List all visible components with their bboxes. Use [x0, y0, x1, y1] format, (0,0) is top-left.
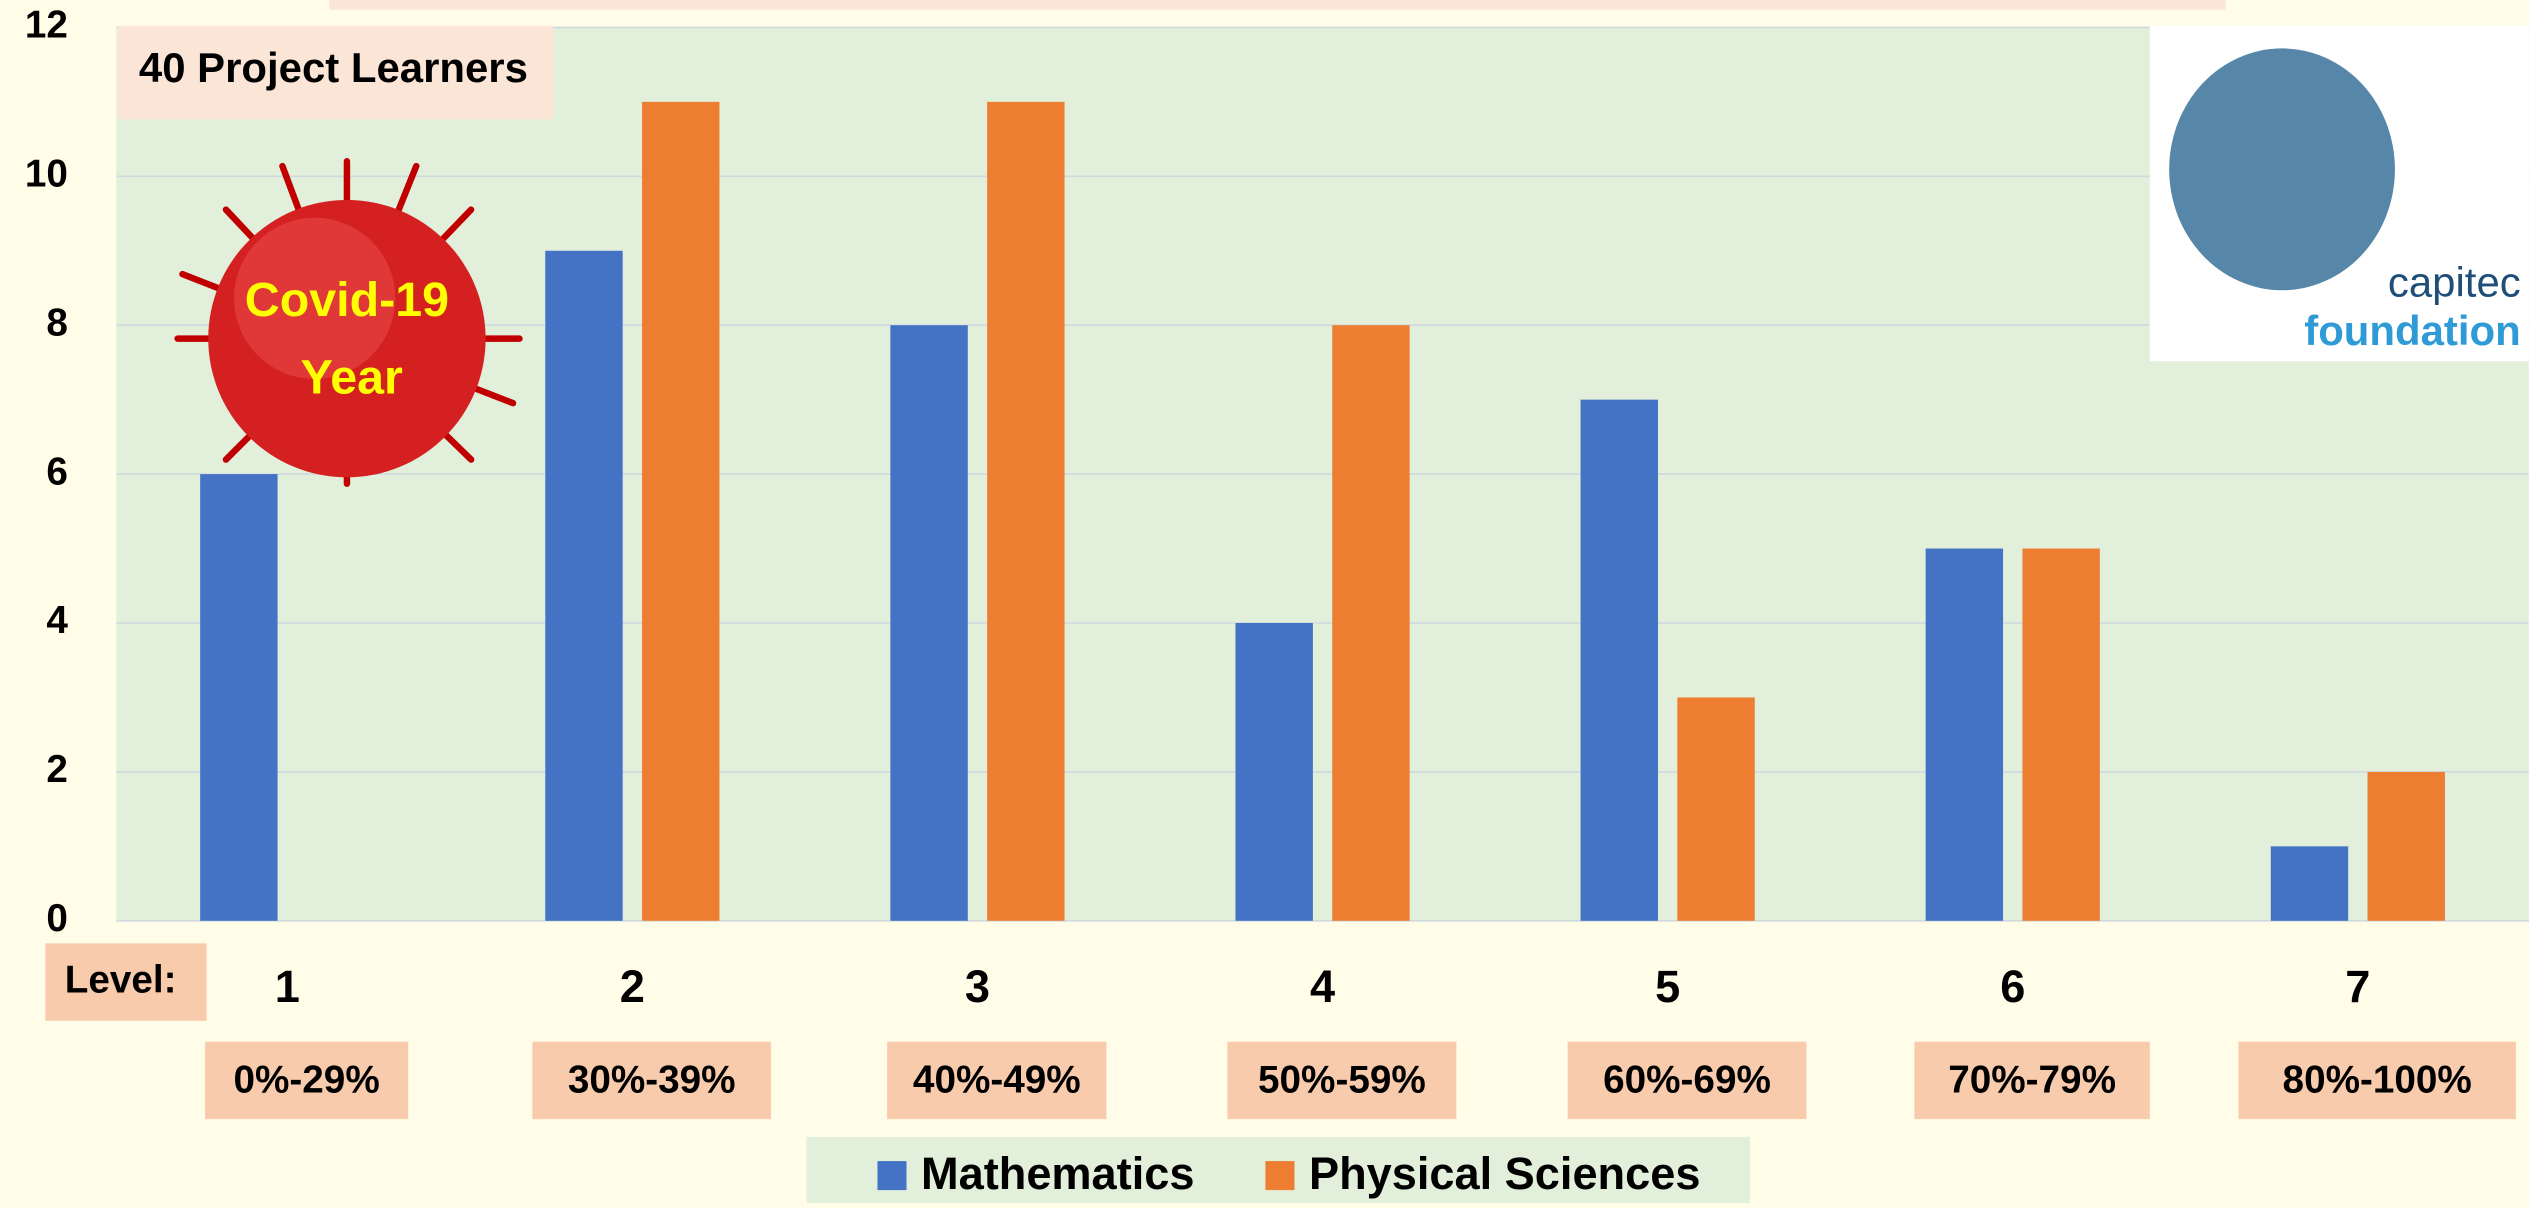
y-tick-label: 0	[46, 897, 68, 940]
y-tick-label: 12	[25, 4, 68, 47]
legend-swatch	[1265, 1161, 1295, 1191]
x-tick-label: 4	[1310, 961, 1335, 1012]
grid	[116, 26, 2529, 922]
y-tick-label: 2	[46, 748, 68, 791]
range-label: 70%-79%	[1948, 1058, 2116, 1101]
bar	[1677, 697, 1755, 921]
range-label: 40%-49%	[913, 1058, 1081, 1101]
y-tick-label: 4	[46, 599, 68, 642]
bar	[1332, 325, 1410, 921]
annotation: Covid-19	[245, 273, 449, 327]
bar	[200, 474, 278, 921]
x-tick-label: 1	[275, 961, 300, 1012]
range-box	[1227, 1041, 1457, 1120]
range-box	[1567, 1041, 1807, 1120]
range-label: 80%-100%	[2283, 1058, 2472, 1101]
bar	[2367, 771, 2445, 921]
y-tick-label: 6	[46, 450, 68, 493]
range-box	[532, 1041, 772, 1120]
y-tick-label: 10	[25, 153, 68, 196]
range-label: 60%-69%	[1603, 1058, 1771, 1101]
logo-icon	[2169, 48, 2395, 291]
range-label: 50%-59%	[1258, 1058, 1426, 1101]
range-label: 0%-29%	[233, 1058, 379, 1101]
x-tick-label: 6	[2000, 961, 2025, 1012]
range-label: 30%-39%	[568, 1058, 736, 1101]
x-tick-label: 2	[620, 961, 645, 1012]
logo-text: capitec	[2388, 259, 2521, 306]
bars	[200, 101, 2445, 921]
x-tick-label: 3	[965, 961, 990, 1012]
bar	[2022, 548, 2100, 921]
legend-label: Physical Sciences	[1309, 1148, 1700, 1199]
top-strip	[329, 0, 2226, 10]
x-label-box	[45, 943, 207, 1021]
bar	[890, 325, 968, 921]
bar	[2270, 846, 2349, 921]
logo-text: foundation	[2304, 307, 2520, 354]
virus-icon	[174, 158, 523, 488]
legend-label: Mathematics	[921, 1148, 1194, 1199]
range-box	[205, 1041, 409, 1120]
bar	[545, 250, 623, 921]
bar	[1925, 548, 2004, 921]
bar	[1235, 623, 1313, 921]
x-tick-label: 7	[2345, 961, 2370, 1012]
bar	[987, 101, 1065, 921]
annotation: Year	[301, 350, 403, 404]
legend-swatch	[877, 1161, 907, 1191]
range-box	[2238, 1041, 2516, 1120]
bar	[642, 101, 720, 921]
y-tick-label: 8	[46, 301, 68, 344]
range-box	[887, 1041, 1107, 1120]
range-box	[1914, 1041, 2150, 1120]
x-axis-label: Level:	[65, 958, 177, 1001]
chart-title: 40 Project Learners	[139, 44, 528, 91]
bar	[1580, 399, 1658, 921]
title-box	[117, 25, 554, 120]
x-tick-label: 5	[1655, 961, 1680, 1012]
